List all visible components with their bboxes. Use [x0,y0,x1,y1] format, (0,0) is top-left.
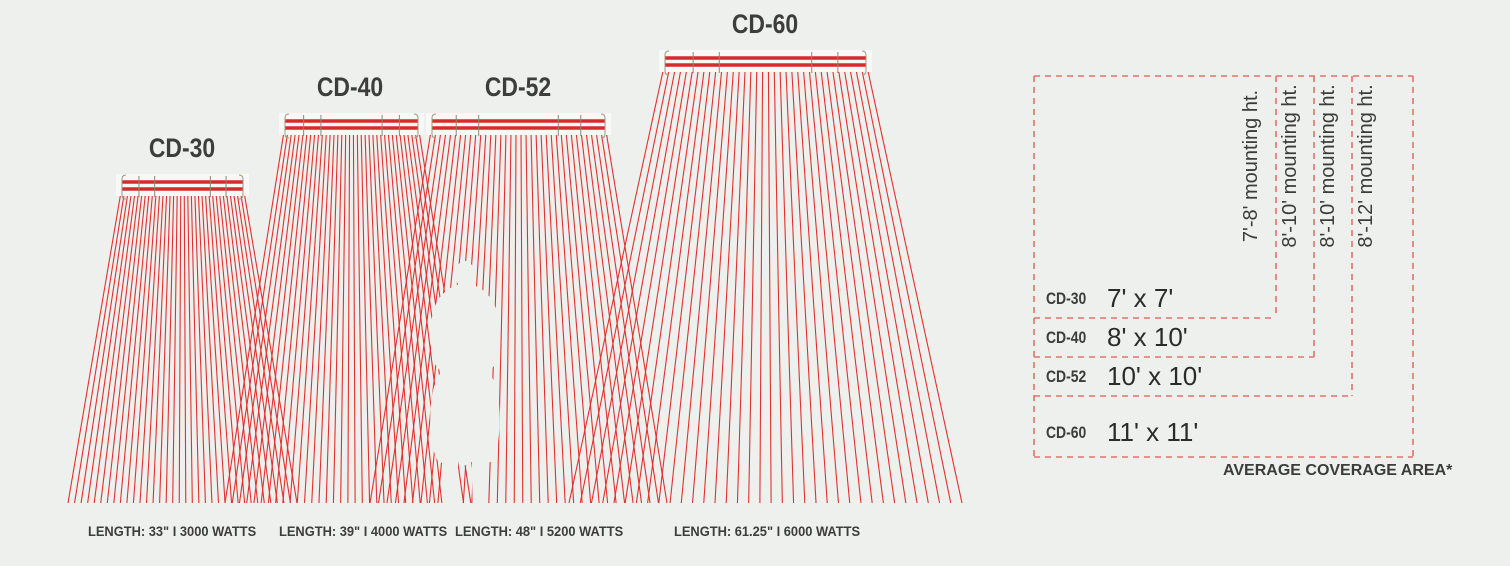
svg-text:LENGTH: 61.25" I 6000 WATTS: LENGTH: 61.25" I 6000 WATTS [674,524,860,540]
svg-text:8'-10' mounting ht.: 8'-10' mounting ht. [1317,84,1339,247]
svg-text:CD-30: CD-30 [1046,290,1086,309]
svg-text:AVERAGE COVERAGE AREA*: AVERAGE COVERAGE AREA* [1223,462,1453,479]
svg-text:CD-40: CD-40 [1046,329,1086,348]
svg-text:CD-52: CD-52 [1046,368,1087,387]
svg-text:LENGTH: 48" I 5200 WATTS: LENGTH: 48" I 5200 WATTS [455,524,623,540]
svg-text:CD-40: CD-40 [317,72,383,102]
svg-text:LENGTH: 33" I 3000 WATTS: LENGTH: 33" I 3000 WATTS [88,524,256,540]
svg-text:11' x 11': 11' x 11' [1107,417,1198,447]
svg-text:CD-52: CD-52 [485,72,551,102]
svg-text:7' x 7': 7' x 7' [1107,283,1173,313]
svg-text:CD-60: CD-60 [1046,424,1086,443]
svg-text:8' x 10': 8' x 10' [1107,322,1188,352]
svg-text:8'-10' mounting ht.: 8'-10' mounting ht. [1279,84,1301,247]
svg-text:CD-60: CD-60 [732,9,798,39]
svg-text:CD-30: CD-30 [149,133,215,163]
svg-text:10' x 10': 10' x 10' [1107,361,1202,391]
svg-text:7'-8' mounting ht.: 7'-8' mounting ht. [1240,90,1262,242]
svg-text:8'-12' mounting ht.: 8'-12' mounting ht. [1355,84,1377,247]
svg-text:LENGTH: 39" I 4000 WATTS: LENGTH: 39" I 4000 WATTS [279,524,447,540]
